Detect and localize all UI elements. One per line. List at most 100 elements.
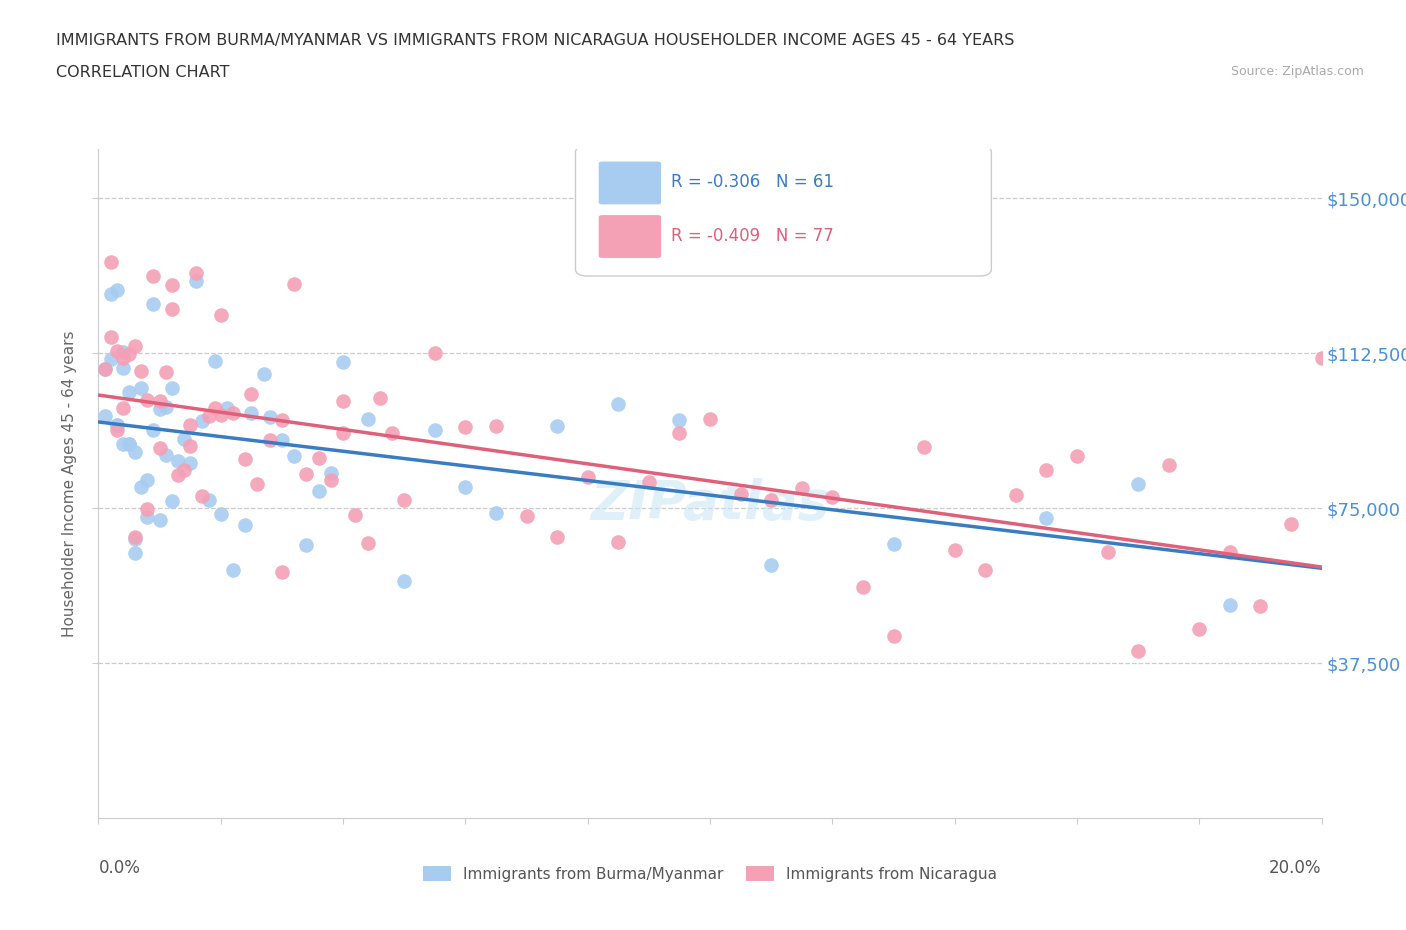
- Point: [124, 445, 146, 459]
- Point: [240, 387, 263, 402]
- Point: [191, 414, 214, 429]
- Point: [259, 432, 281, 447]
- Point: [883, 537, 905, 551]
- Text: R = -0.409   N = 77: R = -0.409 N = 77: [671, 227, 834, 245]
- Point: [668, 413, 690, 428]
- Point: [100, 329, 122, 344]
- Point: [852, 579, 875, 594]
- Point: [160, 301, 183, 316]
- Point: [160, 380, 183, 395]
- Point: [1219, 598, 1241, 613]
- Point: [155, 399, 177, 414]
- Point: [821, 489, 844, 504]
- Point: [179, 418, 201, 432]
- Point: [1035, 511, 1057, 525]
- Point: [319, 472, 342, 487]
- Point: [118, 437, 141, 452]
- Point: [974, 563, 997, 578]
- Point: [423, 422, 446, 437]
- Point: [129, 363, 152, 378]
- Point: [111, 361, 134, 376]
- Point: [215, 401, 238, 416]
- Point: [485, 506, 508, 521]
- Point: [155, 448, 177, 463]
- Point: [173, 432, 195, 446]
- Point: [1035, 462, 1057, 477]
- Point: [308, 451, 330, 466]
- Point: [295, 538, 318, 552]
- Point: [883, 629, 905, 644]
- Point: [173, 463, 195, 478]
- Point: [1128, 476, 1150, 491]
- Point: [100, 255, 122, 270]
- Point: [233, 452, 256, 467]
- Point: [118, 436, 141, 451]
- Point: [142, 297, 165, 312]
- Point: [136, 510, 159, 525]
- Point: [149, 512, 172, 527]
- Point: [167, 468, 190, 483]
- Point: [105, 418, 128, 432]
- Point: [118, 347, 141, 362]
- Point: [270, 432, 292, 447]
- Y-axis label: Householder Income Ages 45 - 64 years: Householder Income Ages 45 - 64 years: [62, 330, 77, 637]
- Point: [149, 441, 172, 456]
- Point: [332, 354, 354, 369]
- Point: [233, 518, 256, 533]
- Point: [943, 542, 966, 557]
- Text: 20.0%: 20.0%: [1270, 858, 1322, 877]
- Point: [912, 439, 935, 454]
- Point: [252, 366, 274, 381]
- Point: [1310, 351, 1333, 365]
- Point: [149, 402, 172, 417]
- Point: [124, 545, 146, 560]
- Point: [111, 344, 134, 359]
- Point: [368, 391, 391, 405]
- Point: [730, 486, 752, 501]
- Point: [105, 343, 128, 358]
- Point: [546, 530, 568, 545]
- Point: [699, 412, 721, 427]
- Point: [759, 493, 782, 508]
- Point: [1249, 598, 1271, 613]
- FancyBboxPatch shape: [599, 215, 661, 258]
- Point: [295, 467, 318, 482]
- Point: [105, 418, 128, 432]
- Point: [93, 361, 115, 376]
- Point: [118, 384, 141, 399]
- Point: [111, 401, 134, 416]
- Point: [100, 286, 122, 301]
- Point: [356, 411, 378, 426]
- Point: [93, 362, 115, 377]
- Point: [246, 476, 269, 491]
- Point: [129, 479, 152, 494]
- Point: [136, 472, 159, 487]
- Point: [344, 508, 367, 523]
- Point: [222, 406, 245, 421]
- Legend: Immigrants from Burma/Myanmar, Immigrants from Nicaragua: Immigrants from Burma/Myanmar, Immigrant…: [418, 859, 1002, 888]
- Point: [209, 506, 232, 521]
- Point: [283, 448, 305, 463]
- Point: [1188, 622, 1211, 637]
- Text: ZIPatlas: ZIPatlas: [591, 478, 830, 530]
- Point: [381, 426, 404, 441]
- FancyBboxPatch shape: [599, 162, 661, 205]
- Point: [179, 439, 201, 454]
- Text: 0.0%: 0.0%: [98, 858, 141, 877]
- Point: [124, 339, 146, 353]
- Point: [790, 481, 813, 496]
- Point: [270, 565, 292, 579]
- Point: [308, 484, 330, 498]
- Point: [111, 436, 134, 451]
- Point: [1066, 448, 1088, 463]
- Point: [160, 278, 183, 293]
- Point: [516, 509, 538, 524]
- Point: [209, 408, 232, 423]
- Point: [454, 419, 477, 434]
- Point: [142, 269, 165, 284]
- Point: [356, 536, 378, 551]
- Point: [129, 380, 152, 395]
- Point: [283, 276, 305, 291]
- Point: [124, 529, 146, 544]
- Point: [93, 409, 115, 424]
